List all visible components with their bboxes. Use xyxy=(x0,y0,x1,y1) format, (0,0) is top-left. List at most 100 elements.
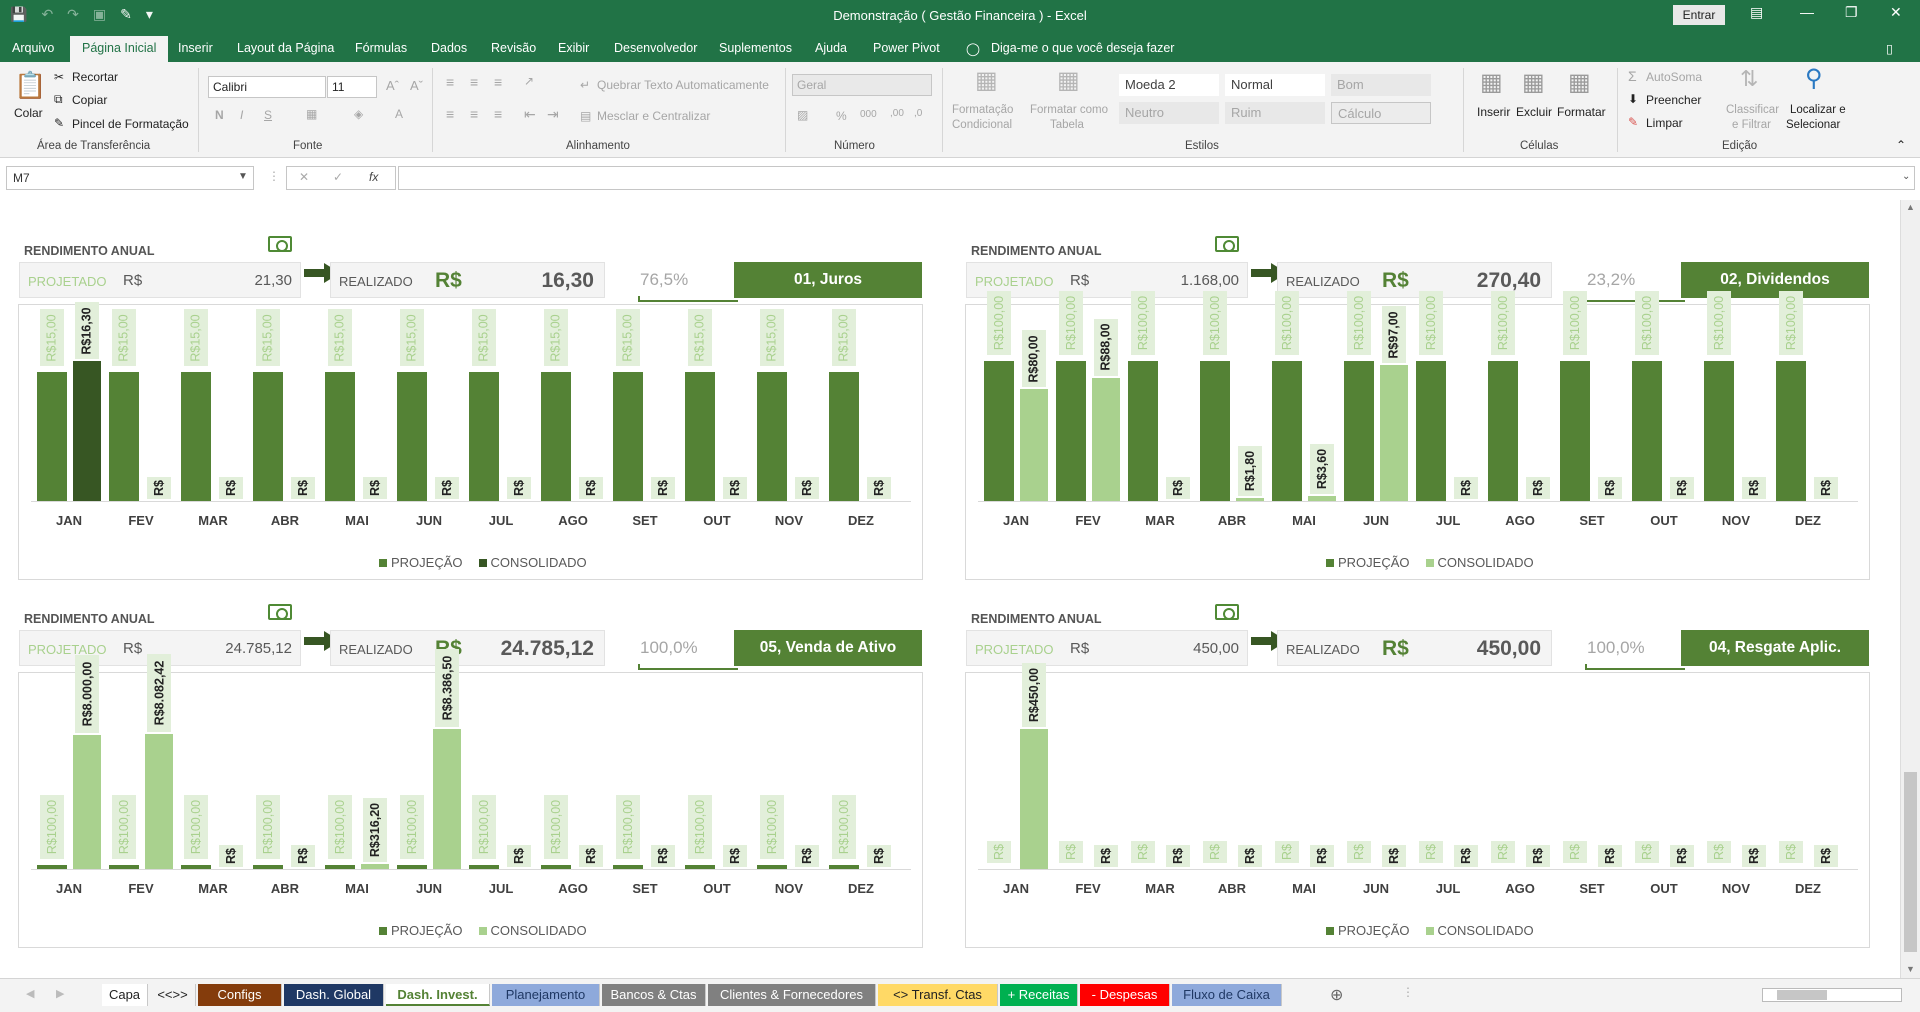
align-left-icon[interactable]: ≡ xyxy=(446,106,455,122)
tab-exibir[interactable]: Exibir xyxy=(558,41,590,55)
bar-consolidado[interactable] xyxy=(73,735,101,869)
increase-indent-icon[interactable]: ⇥ xyxy=(547,106,559,122)
bar-projecao[interactable] xyxy=(253,372,283,501)
grow-font-icon[interactable]: Aˆ xyxy=(386,78,399,93)
bar-consolidado[interactable] xyxy=(361,863,389,869)
align-center-icon[interactable]: ≡ xyxy=(470,106,479,122)
bar-projecao[interactable] xyxy=(613,372,643,501)
bar-consolidado[interactable] xyxy=(1020,729,1048,869)
sort-filter-icon[interactable]: ⇅ xyxy=(1740,66,1759,91)
sheet-tab[interactable]: Clientes & Fornecedores xyxy=(708,984,876,1006)
number-format-select[interactable]: Geral xyxy=(792,74,932,96)
bar-chart[interactable]: R$100,00 R$8.000,00 JAN R$100,00 R$8.082,42 F… xyxy=(18,649,923,948)
font-color-icon[interactable]: A xyxy=(395,107,404,121)
sheet-tab[interactable]: Configs xyxy=(198,984,282,1006)
formula-input[interactable] xyxy=(398,166,1915,190)
format-cells-icon[interactable]: ▦ xyxy=(1568,69,1591,96)
insert-cells-button[interactable]: Inserir xyxy=(1477,105,1511,119)
bold-icon[interactable]: N xyxy=(215,108,224,122)
sheet-tab[interactable]: Planejamento xyxy=(492,984,600,1006)
sheet-tab[interactable]: - Despesas xyxy=(1080,984,1170,1006)
increase-decimal-icon[interactable]: ,00 xyxy=(890,108,904,119)
bar-consolidado[interactable] xyxy=(1020,389,1048,501)
underline-icon[interactable]: S xyxy=(264,108,273,122)
eraser-icon[interactable]: ✎ xyxy=(120,6,132,22)
align-right-icon[interactable]: ≡ xyxy=(494,106,503,122)
bar-projecao[interactable] xyxy=(1200,361,1230,501)
find-select-button[interactable]: Localizar e xyxy=(1790,104,1846,116)
worksheet[interactable]: RENDIMENTO ANUAL PROJETADO R$ 21,30 REAL… xyxy=(0,200,1900,978)
collapse-ribbon-icon[interactable]: ⌃ xyxy=(1896,138,1907,152)
tell-me-box[interactable]: Diga-me o que você deseja fazer xyxy=(991,41,1175,55)
fill-icon[interactable]: ⬇ xyxy=(1628,92,1639,106)
bar-consolidado[interactable] xyxy=(1092,377,1120,501)
bar-projecao[interactable] xyxy=(1560,361,1590,501)
font-name-select[interactable]: Calibri xyxy=(208,76,326,98)
bar-projecao[interactable] xyxy=(757,865,787,869)
tab-ajuda[interactable]: Ajuda xyxy=(815,41,847,55)
bar-projecao[interactable] xyxy=(1416,361,1446,501)
delete-cells-icon[interactable]: ▦ xyxy=(1522,69,1545,96)
bar-projecao[interactable] xyxy=(37,865,67,869)
style-normal[interactable]: Normal xyxy=(1225,74,1325,96)
shrink-font-icon[interactable]: Aˇ xyxy=(410,78,423,93)
cut-button[interactable]: Recortar xyxy=(72,70,119,84)
expand-formula-icon[interactable]: ⌄ xyxy=(1902,171,1911,182)
bar-projecao[interactable] xyxy=(757,372,787,501)
bar-projecao[interactable] xyxy=(1704,361,1734,501)
namebox-dropdown-icon[interactable]: ▼ xyxy=(238,171,248,182)
scroll-thumb[interactable] xyxy=(1904,772,1917,952)
enter-formula-icon[interactable]: ✓ xyxy=(333,170,344,184)
tab-layout[interactable]: Layout da Página xyxy=(237,41,335,55)
bar-projecao[interactable] xyxy=(109,372,139,501)
tab-power-pivot[interactable]: Power Pivot xyxy=(873,41,940,55)
sort-filter-button[interactable]: Classificar xyxy=(1726,104,1780,116)
bar-projecao[interactable] xyxy=(37,372,67,501)
insert-function-icon[interactable]: fx xyxy=(369,170,379,184)
paste-button[interactable]: Colar xyxy=(14,106,43,120)
bar-projecao[interactable] xyxy=(613,865,643,869)
bar-projecao[interactable] xyxy=(253,865,283,869)
borders-icon[interactable]: ▦ xyxy=(306,107,318,121)
bar-projecao[interactable] xyxy=(541,372,571,501)
bar-projecao[interactable] xyxy=(1488,361,1518,501)
comments-icon[interactable]: ▯ xyxy=(1886,42,1893,56)
bar-projecao[interactable] xyxy=(541,865,571,869)
tab-revisao[interactable]: Revisão xyxy=(491,41,537,55)
percent-icon[interactable]: % xyxy=(836,109,847,123)
vertical-scrollbar[interactable]: ▲ ▼ xyxy=(1900,200,1920,978)
insert-cells-icon[interactable]: ▦ xyxy=(1480,69,1503,96)
close-icon[interactable]: ✕ xyxy=(1890,4,1902,20)
align-top-icon[interactable]: ≡ xyxy=(446,74,455,90)
bar-projecao[interactable] xyxy=(397,865,427,869)
bar-consolidado[interactable] xyxy=(433,729,461,869)
tab-desenvolvedor[interactable]: Desenvolvedor xyxy=(614,41,698,55)
conditional-format-button[interactable]: Formatação xyxy=(952,104,1014,116)
bar-consolidado[interactable] xyxy=(1380,365,1408,501)
clear-button[interactable]: Limpar xyxy=(1646,116,1683,130)
bar-consolidado[interactable] xyxy=(1236,498,1264,501)
align-bottom-icon[interactable]: ≡ xyxy=(494,74,503,90)
tab-pagina-inicial[interactable]: Página Inicial xyxy=(70,36,169,62)
paste-icon[interactable]: 📋 xyxy=(14,70,47,100)
bar-chart[interactable]: R$15,00 R$16,30 JAN R$15,00 R$ FEV R$15,00 R$ MA… xyxy=(18,302,923,580)
clear-icon[interactable]: ✎ xyxy=(1628,115,1639,129)
tab-inserir[interactable]: Inserir xyxy=(178,41,213,55)
minimize-icon[interactable]: — xyxy=(1800,4,1814,20)
camera-icon[interactable]: ▣ xyxy=(92,6,107,22)
bar-projecao[interactable] xyxy=(1632,361,1662,501)
sheet-tab[interactable]: Bancos & Ctas xyxy=(602,984,706,1006)
style-ruim[interactable]: Ruim xyxy=(1225,102,1325,124)
bar-projecao[interactable] xyxy=(829,865,859,869)
sheet-tab[interactable]: <<>> xyxy=(150,984,196,1006)
delete-cells-button[interactable]: Excluir xyxy=(1516,105,1553,119)
style-bom[interactable]: Bom xyxy=(1331,74,1431,96)
style-neutro[interactable]: Neutro xyxy=(1119,102,1219,124)
customize-qat-icon[interactable]: ▾ xyxy=(145,6,153,22)
decrease-indent-icon[interactable]: ⇤ xyxy=(524,106,536,122)
conditional-format-icon[interactable]: ▦ xyxy=(975,67,998,94)
bar-projecao[interactable] xyxy=(1344,361,1374,501)
restore-icon[interactable]: ❐ xyxy=(1845,4,1858,20)
undo-icon[interactable]: ↶ xyxy=(41,6,54,22)
redo-icon[interactable]: ↷ xyxy=(67,6,79,22)
